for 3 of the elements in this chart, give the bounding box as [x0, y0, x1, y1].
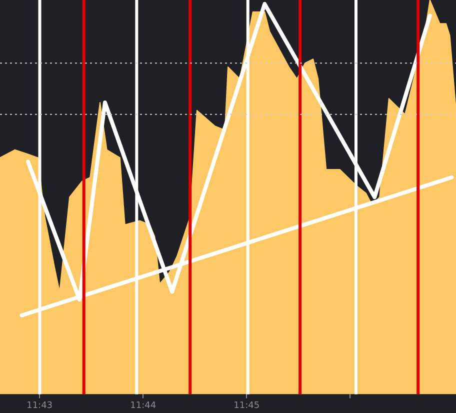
x-tick-label: 11:43	[26, 400, 53, 411]
x-tick-label: 11:45	[234, 400, 260, 411]
x-tick-label: 11:44	[130, 400, 156, 411]
